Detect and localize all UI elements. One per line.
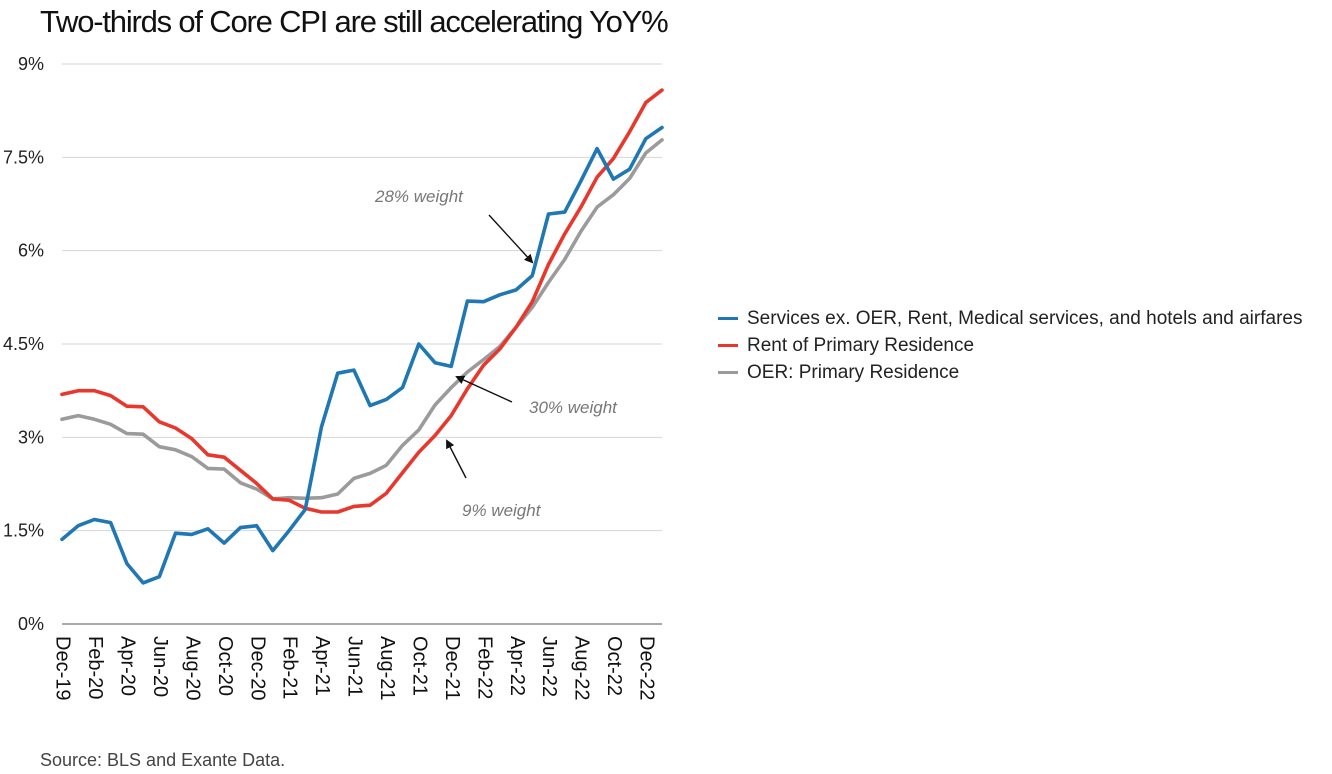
y-tick-label: 0% <box>18 614 44 634</box>
annotation-arrow-28 <box>488 214 534 264</box>
x-tick-label: Jun-21 <box>344 636 366 697</box>
legend-item-rent: Rent of Primary Residence <box>718 332 1302 359</box>
legend-label-rent: Rent of Primary Residence <box>747 334 975 356</box>
legend: Services ex. OER, Rent, Medical services… <box>718 305 1302 386</box>
annotation-28-weight: 28% weight <box>374 187 464 206</box>
x-tick-label: Apr-22 <box>506 636 528 696</box>
annotation-arrow-30 <box>455 375 513 403</box>
x-tick-label: Apr-21 <box>311 636 333 696</box>
series-line-oer <box>60 138 664 501</box>
series-line-rent <box>60 88 664 514</box>
y-tick-label: 9% <box>18 54 44 74</box>
x-tick-label: Dec-22 <box>636 636 658 700</box>
annotation-30-weight: 30% weight <box>529 398 618 417</box>
x-tick-label: Oct-21 <box>408 636 430 696</box>
x-tick-label: Jun-22 <box>538 636 560 697</box>
y-tick-label: 1.5% <box>3 521 44 541</box>
x-tick-label: Aug-20 <box>181 636 203 701</box>
y-tick-label: 4.5% <box>3 334 44 354</box>
x-tick-label: Feb-22 <box>473 636 495 699</box>
legend-label-oer: OER: Primary Residence <box>747 361 960 383</box>
x-tick-label: Dec-20 <box>246 636 268 700</box>
x-tick-label: Dec-21 <box>441 636 463 700</box>
series-line-services <box>60 125 664 585</box>
x-tick-label: Oct-22 <box>603 636 625 696</box>
x-tick-label: Feb-20 <box>84 636 106 699</box>
x-tick-label: Apr-20 <box>117 636 139 696</box>
legend-swatch-oer <box>718 371 738 374</box>
legend-item-services: Services ex. OER, Rent, Medical services… <box>718 305 1302 332</box>
chart-title: Two-thirds of Core CPI are still acceler… <box>40 4 669 39</box>
x-tick-label: Feb-21 <box>279 636 301 699</box>
x-tick-label: Aug-21 <box>376 636 398 701</box>
y-tick-label: 7.5% <box>3 147 44 167</box>
annotation-9-weight: 9% weight <box>462 501 542 520</box>
x-tick-label: Aug-22 <box>571 636 593 701</box>
legend-swatch-rent <box>718 344 738 347</box>
x-tick-label: Jun-20 <box>149 636 171 697</box>
legend-swatch-services <box>718 317 738 320</box>
y-tick-label: 3% <box>18 427 44 447</box>
x-tick-label: Oct-20 <box>214 636 236 696</box>
annotation-arrow-9 <box>446 439 467 479</box>
source-note: Source: BLS and Exante Data. <box>40 750 286 770</box>
y-tick-label: 6% <box>18 241 44 261</box>
x-tick-label: Dec-19 <box>52 636 74 700</box>
legend-label-services: Services ex. OER, Rent, Medical services… <box>747 307 1303 329</box>
legend-item-oer: OER: Primary Residence <box>718 359 1302 386</box>
